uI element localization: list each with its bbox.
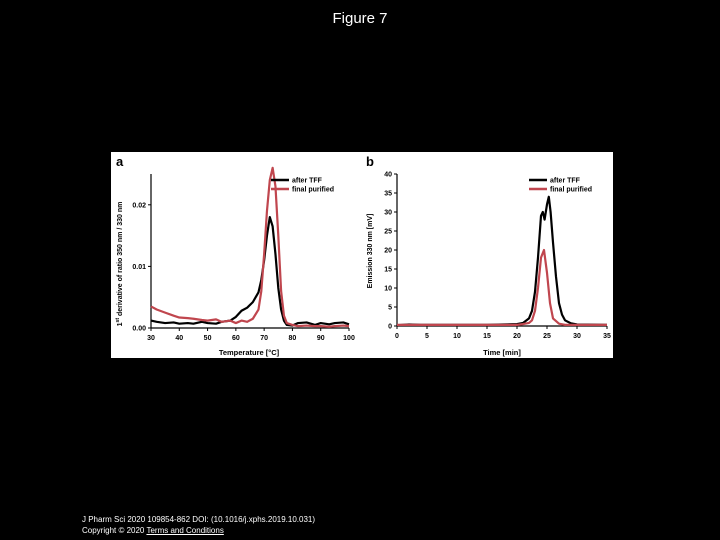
chart-b-series — [396, 195, 608, 327]
chart-a-series — [150, 166, 350, 328]
x-tick-label: 35 — [603, 333, 611, 340]
y-tick-label: 40 — [384, 172, 392, 179]
y-tick-label: 20 — [384, 248, 392, 255]
copyright-line: Copyright © 2020 Terms and Conditions — [82, 525, 315, 536]
slide-title: Figure 7 — [332, 10, 388, 27]
y-tick-label: 5 — [388, 305, 392, 312]
chart-a-ylabel: 1st derivative of ratio 350 nm / 330 nm — [115, 202, 124, 327]
x-tick-label: 20 — [513, 333, 521, 340]
panel-label-a: a — [116, 154, 124, 169]
x-tick-label: 80 — [289, 335, 297, 342]
chart-b-ylabel: Emission 330 nm [mV] — [367, 214, 374, 289]
x-tick-label: 100 — [343, 335, 355, 342]
chart-a-axes: 30 40 50 60 70 80 90 100 0.00 0.01 0.02 — [132, 174, 355, 342]
y-tick-label: 0.02 — [132, 202, 146, 209]
chart-a-ylabel-rest: derivative of ratio 350 nm / 330 nm — [117, 202, 124, 318]
y-tick-label: 0.00 — [132, 326, 146, 333]
x-tick-label: 10 — [453, 333, 461, 340]
figure-panel: a 30 40 50 60 70 80 90 100 0.00 0.01 0.02 after TF… — [111, 152, 613, 358]
legend-label: final purified — [292, 187, 334, 194]
y-tick-label: 25 — [384, 229, 392, 236]
series-line-final-purified — [397, 248, 607, 326]
y-tick-label: 35 — [384, 191, 392, 198]
y-tick-label: 30 — [384, 210, 392, 217]
series-line-after-tff — [150, 216, 350, 327]
series-line-after-tff — [396, 195, 608, 327]
x-tick-label: 25 — [543, 333, 551, 340]
x-tick-label: 5 — [425, 333, 429, 340]
panel-label-b: b — [366, 154, 374, 169]
x-tick-label: 90 — [317, 335, 325, 342]
x-tick-label: 40 — [175, 335, 183, 342]
citation: J Pharm Sci 2020 109854-862 DOI: (10.101… — [82, 515, 316, 524]
x-tick-label: 70 — [260, 335, 268, 342]
chart-b: b 0 5 10 15 20 25 30 35 0 5 10 15 20 25 30 35 40 after T… — [366, 154, 611, 357]
y-tick-label: 0 — [388, 324, 392, 331]
chart-b-legend: after TFF final purified — [529, 178, 592, 194]
chart-a: a 30 40 50 60 70 80 90 100 0.00 0.01 0.02 after TF… — [115, 154, 355, 357]
x-tick-label: 15 — [483, 333, 491, 340]
chart-a-ylabel-sup: st — [115, 318, 121, 323]
x-tick-label: 60 — [232, 335, 240, 342]
x-tick-label: 0 — [395, 333, 399, 340]
chart-a-xlabel: Temperature [°C] — [219, 348, 280, 357]
legend-label: final purified — [550, 187, 592, 194]
y-tick-label: 10 — [384, 286, 392, 293]
x-tick-label: 50 — [204, 335, 212, 342]
terms-and-conditions-link[interactable]: Terms and Conditions — [146, 526, 224, 535]
y-tick-label: 0.01 — [132, 264, 146, 271]
legend-label: after TFF — [550, 178, 581, 185]
x-tick-label: 30 — [573, 333, 581, 340]
x-tick-label: 30 — [147, 335, 155, 342]
series-line-final-purified — [150, 166, 350, 328]
footer: J Pharm Sci 2020 109854-862 DOI: (10.101… — [82, 514, 315, 536]
chart-b-axes: 0 5 10 15 20 25 30 35 0 5 10 15 20 25 30 35 40 — [384, 172, 611, 341]
chart-a-legend: after TFF final purified — [271, 178, 334, 194]
chart-a-ylabel-prefix: 1 — [117, 322, 124, 326]
chart-b-xlabel: Time [min] — [483, 348, 521, 357]
legend-label: after TFF — [292, 178, 323, 185]
y-tick-label: 15 — [384, 267, 392, 274]
copyright: Copyright © 2020 — [82, 526, 145, 535]
